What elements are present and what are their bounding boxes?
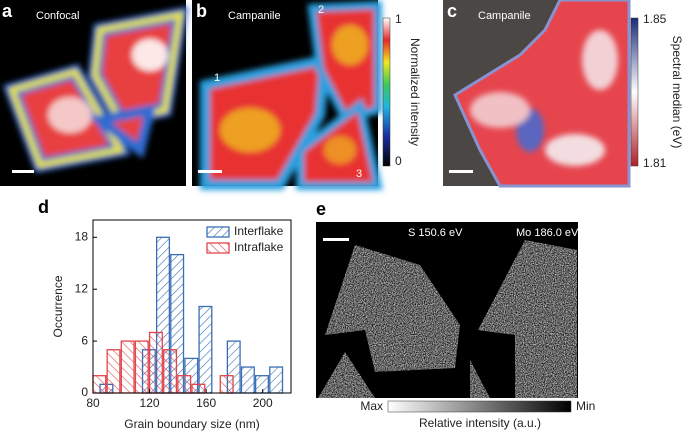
legend-swatch xyxy=(206,242,230,254)
colorbar-label: Min xyxy=(576,399,595,413)
panel-label: Campanile xyxy=(478,10,531,22)
panel-c: c Campanile 1.85 1.81 Spectral median (e… xyxy=(443,0,684,188)
y-axis-label: Occurrence xyxy=(51,275,65,337)
bar xyxy=(269,366,284,394)
panel-letter: e xyxy=(316,199,326,219)
x-tick-label: 160 xyxy=(196,396,216,410)
colorbar-label: 1.81 xyxy=(643,156,667,170)
panel-letter: c xyxy=(447,1,457,21)
legend-swatch xyxy=(206,226,230,238)
panel-letter: d xyxy=(38,197,49,217)
x-tick-label: 80 xyxy=(86,396,100,410)
scale-bar xyxy=(323,238,349,241)
x-tick-label: 200 xyxy=(253,396,273,410)
bar xyxy=(148,331,163,394)
flakes-b xyxy=(200,0,383,190)
scale-bar xyxy=(198,170,222,173)
bar xyxy=(191,383,206,394)
bar xyxy=(219,375,234,394)
panel-a: a Confocal xyxy=(0,0,189,186)
x-tick-label: 120 xyxy=(140,396,160,410)
x-axis-label: Grain boundary size (nm) xyxy=(124,417,259,431)
bar xyxy=(240,366,255,394)
colorbar-label: 1 xyxy=(395,12,402,26)
maps-e xyxy=(318,240,577,398)
y-tick-label: 18 xyxy=(75,229,89,243)
bar xyxy=(177,375,192,394)
y-tick-label: 0 xyxy=(81,385,88,399)
panel-letter: b xyxy=(196,1,207,21)
scale-bar xyxy=(12,170,34,173)
panel-label: S 150.6 eV xyxy=(408,227,463,239)
y-tick-label: 12 xyxy=(75,281,89,295)
variation-c xyxy=(470,30,618,166)
y-tick-label: 6 xyxy=(81,333,88,347)
bar xyxy=(254,375,270,394)
marker-label: 1 xyxy=(214,72,220,84)
marker-label: 2 xyxy=(318,4,324,16)
bar xyxy=(92,375,107,394)
panel-b: b Campanile 1 2 3 1 0 Normalized intensi… xyxy=(192,0,422,190)
panel-label: Confocal xyxy=(36,10,79,22)
plot-frame xyxy=(92,219,292,394)
colorbar-title: Spectral median (eV) xyxy=(670,36,684,149)
bar xyxy=(198,305,213,394)
colorbar-label: 0 xyxy=(395,154,402,168)
colorbar-title: Normalized intensity xyxy=(408,38,422,146)
panel-label: Mo 186.0 eV xyxy=(516,227,579,239)
colorbar-title: Relative intensity (a.u.) xyxy=(419,416,541,430)
panel-d: d xyxy=(38,197,49,217)
flakes-a xyxy=(2,6,189,173)
scale-bar xyxy=(449,170,473,173)
panel-label: Campanile xyxy=(228,10,281,22)
colorbar xyxy=(382,17,391,167)
bar xyxy=(163,349,178,394)
colorbar-label: Max xyxy=(360,399,383,413)
legend-label: Intraflake xyxy=(234,240,284,254)
panel-letter: a xyxy=(2,1,13,21)
legend-label: Interflake xyxy=(234,224,284,238)
colorbar xyxy=(387,400,572,413)
bar xyxy=(134,340,149,394)
colorbar-label: 1.85 xyxy=(643,12,667,26)
bar xyxy=(120,340,135,394)
bar xyxy=(106,349,121,394)
panel-e: e S 150.6 eV Mo 186.0 eV Max Min Relativ… xyxy=(316,199,595,430)
colorbar xyxy=(630,17,639,167)
marker-label: 3 xyxy=(356,168,362,180)
